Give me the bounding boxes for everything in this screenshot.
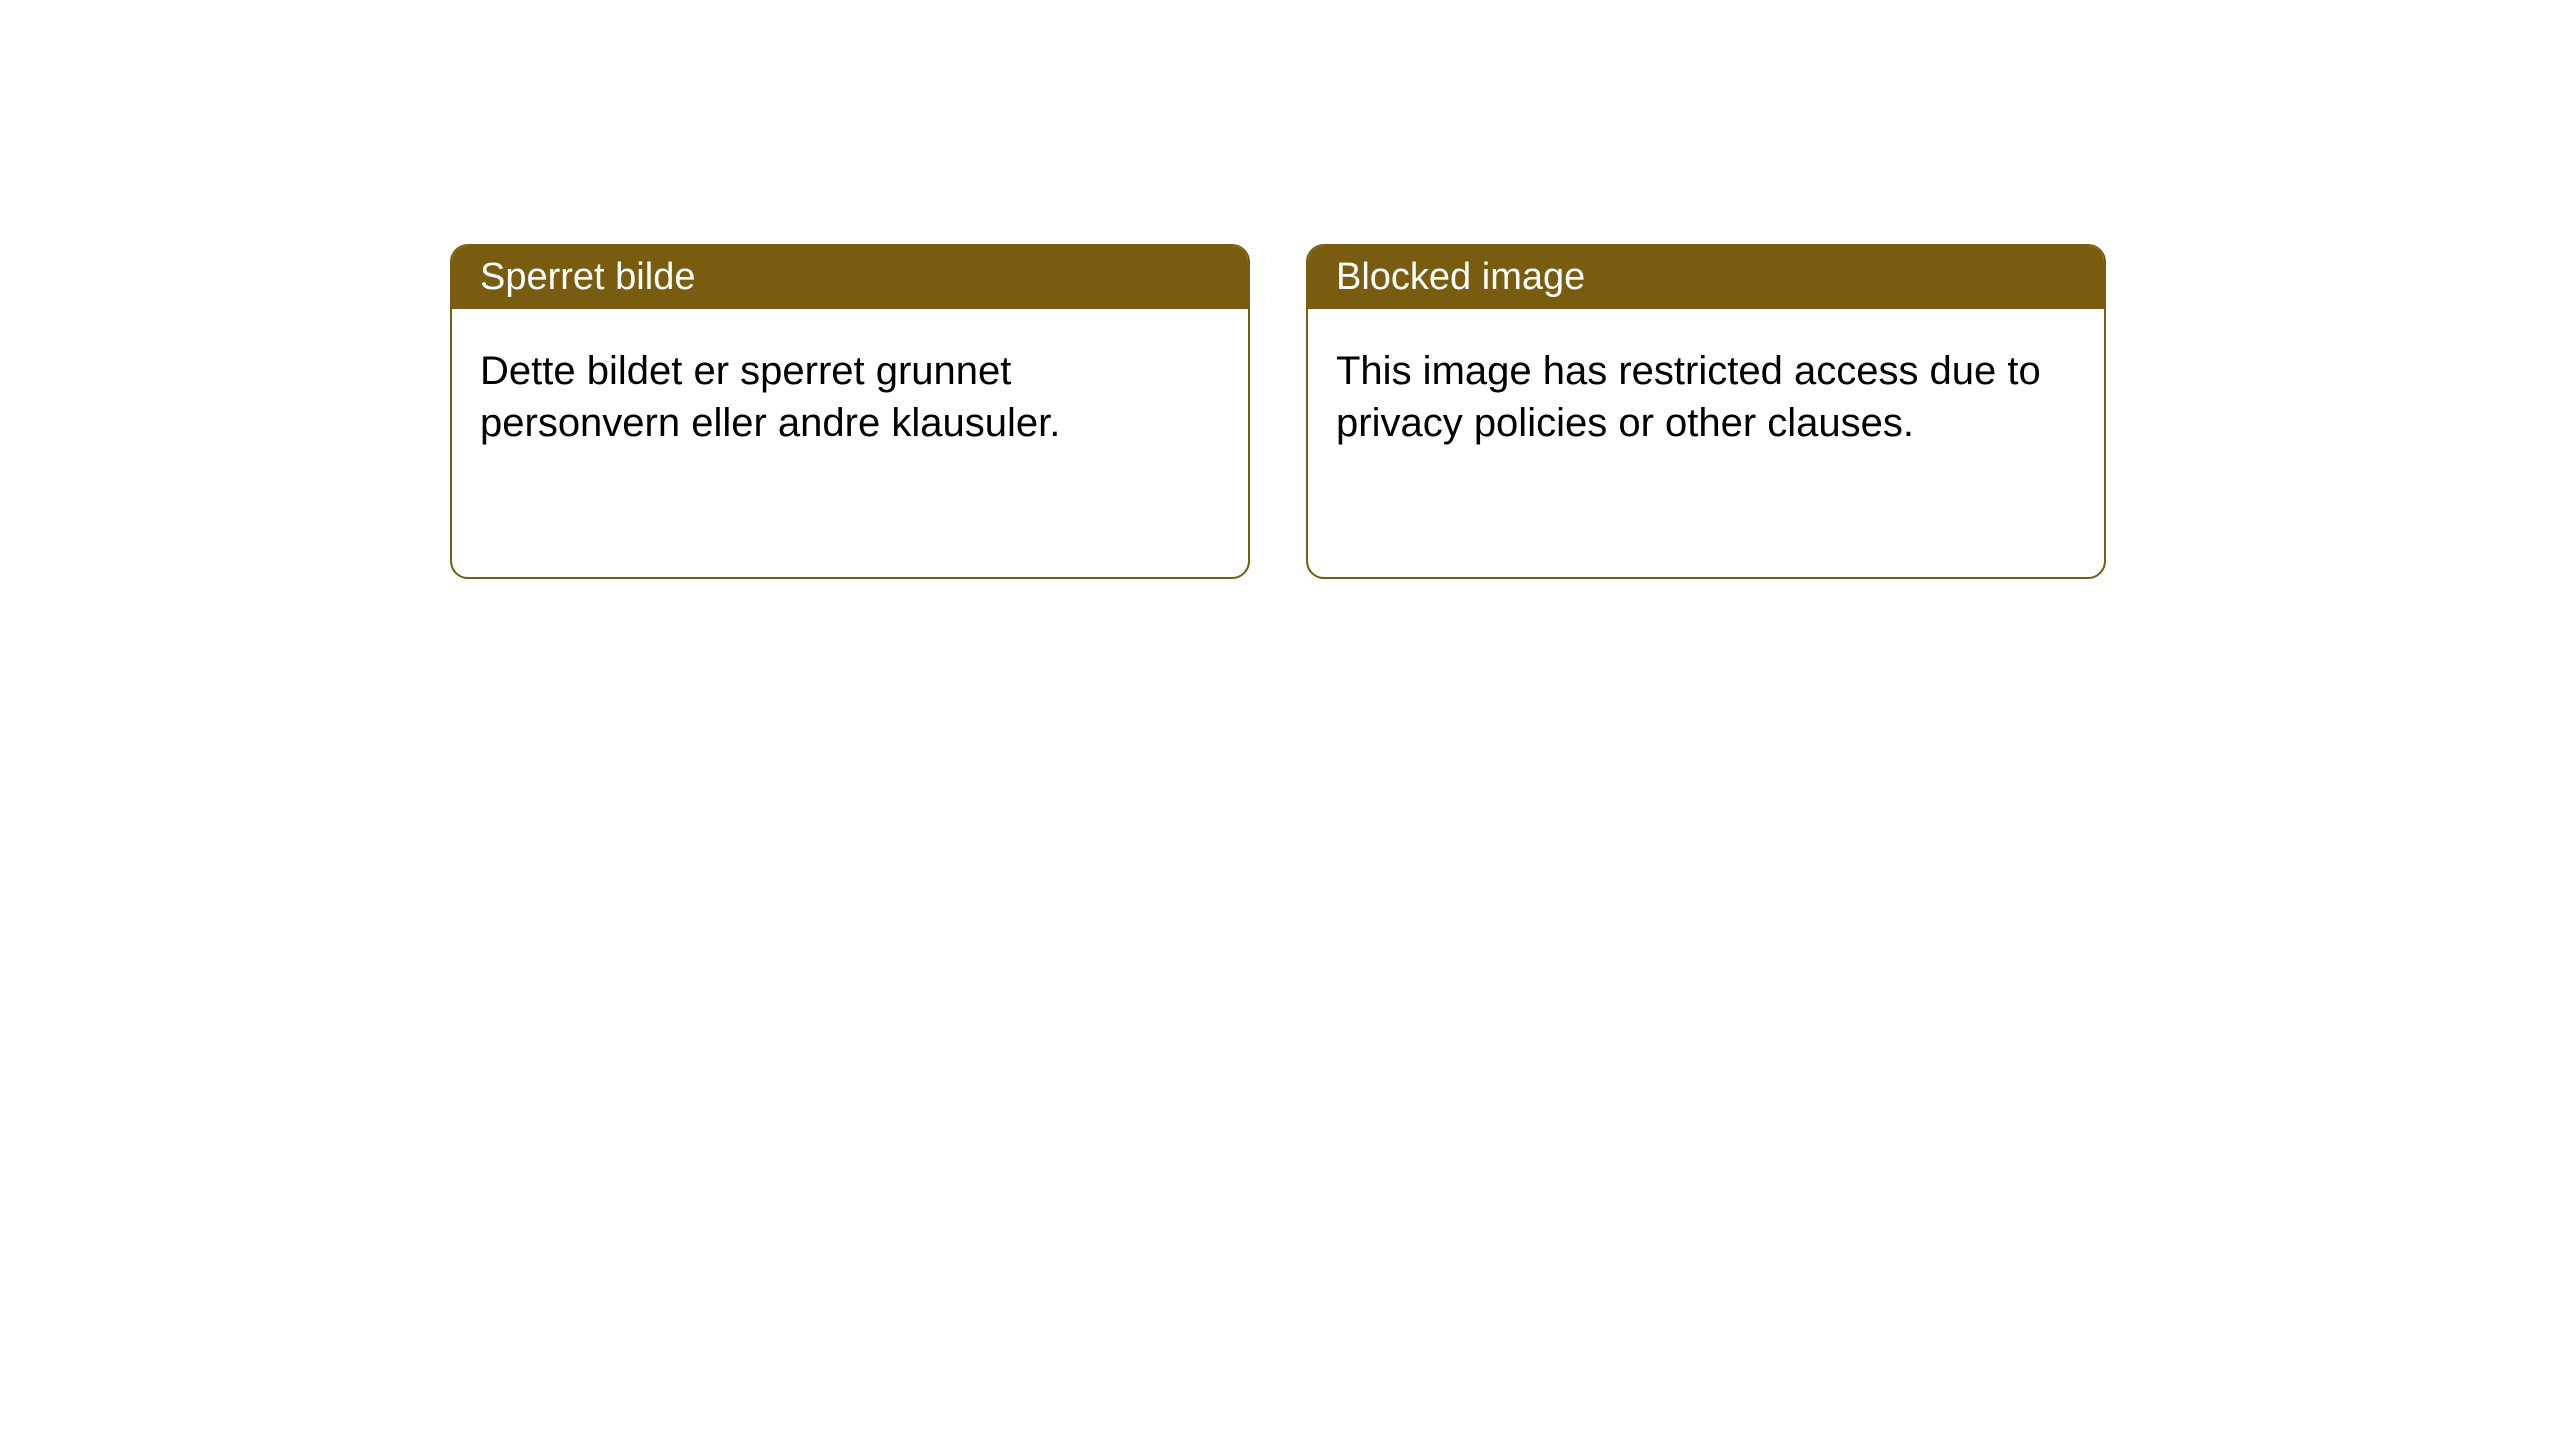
blocked-image-card-en: Blocked image This image has restricted … — [1306, 244, 2106, 579]
card-body-text: Dette bildet er sperret grunnet personve… — [480, 349, 1060, 445]
blocked-image-card-no: Sperret bilde Dette bildet er sperret gr… — [450, 244, 1250, 579]
card-body: This image has restricted access due to … — [1308, 309, 2104, 485]
card-title: Sperret bilde — [480, 256, 695, 298]
card-body-text: This image has restricted access due to … — [1336, 349, 2041, 445]
card-header: Sperret bilde — [452, 246, 1248, 309]
notice-container: Sperret bilde Dette bildet er sperret gr… — [0, 0, 2560, 579]
card-header: Blocked image — [1308, 246, 2104, 309]
card-title: Blocked image — [1336, 256, 1585, 298]
card-body: Dette bildet er sperret grunnet personve… — [452, 309, 1248, 485]
